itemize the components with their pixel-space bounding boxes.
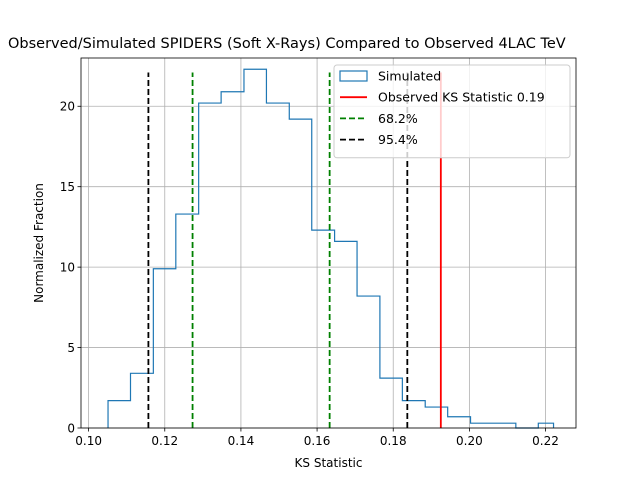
legend-label: Observed KS Statistic 0.19 <box>378 90 545 105</box>
y-tick-label: 15 <box>60 180 75 194</box>
y-tick-label: 10 <box>60 260 75 274</box>
x-tick-label: 0.12 <box>151 434 178 448</box>
histogram-bars <box>107 68 555 429</box>
x-tick-label: 0.10 <box>75 434 102 448</box>
y-axis-label: Normalized Fraction <box>32 183 46 303</box>
legend-patch <box>339 70 368 82</box>
chart-title: Observed/Simulated SPIDERS (Soft X-Rays)… <box>8 36 566 52</box>
plot-area-frame <box>80 57 577 429</box>
legend-box <box>333 64 571 159</box>
x-tick-label: 0.22 <box>532 434 559 448</box>
x-axis-label: KS Statistic <box>295 456 363 470</box>
axis-ticks: 0.10 0.12 0.14 0.16 0.18 0.20 0.22 0 5 10 15 20 <box>60 100 559 448</box>
histogram-step <box>107 68 555 429</box>
x-tick-label: 0.16 <box>304 434 331 448</box>
legend-label: Simulated <box>378 69 441 84</box>
x-tick-label: 0.14 <box>228 434 255 448</box>
y-tick-label: 20 <box>60 100 75 114</box>
x-tick-label: 0.18 <box>380 434 407 448</box>
y-tick-label: 5 <box>67 341 75 355</box>
x-tick-label: 0.20 <box>456 434 483 448</box>
y-tick-label: 0 <box>67 421 75 435</box>
legend-label: 68.2% <box>378 111 418 126</box>
legend: Simulated Observed KS Statistic 0.19 68.2%… <box>333 64 571 159</box>
legend-label: 95.4% <box>378 132 418 147</box>
